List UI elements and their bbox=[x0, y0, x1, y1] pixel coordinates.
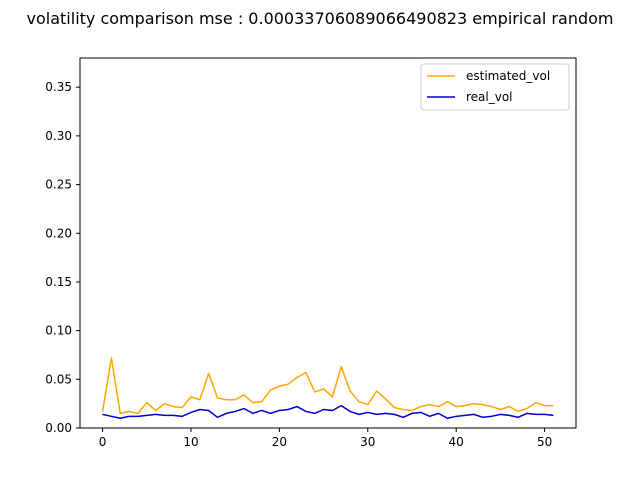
legend-label: estimated_vol bbox=[466, 69, 550, 83]
series-line-real_vol bbox=[102, 404, 554, 420]
y-tick-label: 0.00 bbox=[45, 421, 72, 435]
y-tick-label: 0.30 bbox=[45, 129, 72, 143]
chart-title: volatility comparison mse : 0.0003370608… bbox=[27, 9, 614, 28]
legend-label: real_vol bbox=[466, 90, 513, 104]
x-axis: 0 10 20 30 40 50 bbox=[99, 428, 552, 449]
x-tick-label: 0 bbox=[99, 435, 107, 449]
x-tick-label: 10 bbox=[183, 435, 198, 449]
x-tick-label: 40 bbox=[449, 435, 464, 449]
y-tick-label: 0.25 bbox=[45, 178, 72, 192]
x-tick-label: 20 bbox=[272, 435, 287, 449]
legend-box bbox=[420, 63, 570, 111]
x-tick-label: 50 bbox=[537, 435, 552, 449]
plot-frame bbox=[79, 57, 577, 429]
x-tick-label: 30 bbox=[360, 435, 375, 449]
y-tick-label: 0.35 bbox=[45, 80, 72, 94]
series-lines bbox=[101, 357, 554, 420]
y-tick-label: 0.05 bbox=[45, 372, 72, 386]
y-tick-label: 0.20 bbox=[45, 226, 72, 240]
y-tick-label: 0.15 bbox=[45, 275, 72, 289]
y-axis: 0.00 0.05 0.10 0.15 0.20 0.25 0.30 0.35 bbox=[45, 80, 80, 435]
legend: estimated_vol real_vol bbox=[420, 63, 570, 111]
series-line-estimated_vol bbox=[101, 357, 554, 415]
y-tick-label: 0.10 bbox=[45, 324, 72, 338]
